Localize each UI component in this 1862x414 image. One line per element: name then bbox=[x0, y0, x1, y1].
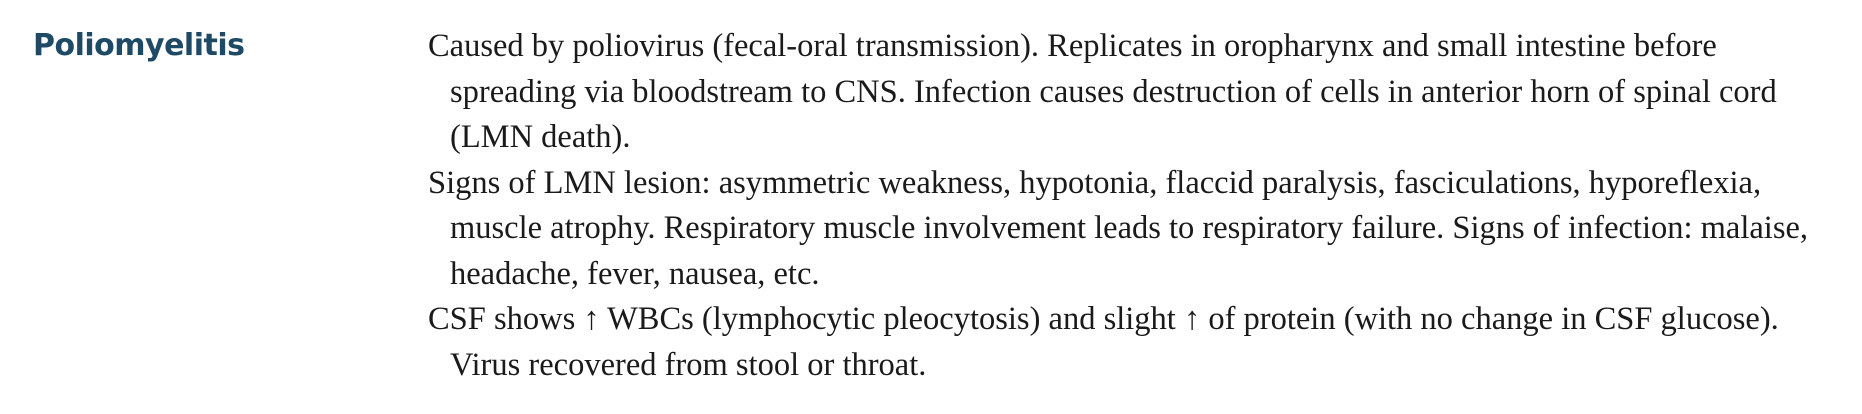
description-block: Caused by poliovirus (fecal-oral transmi… bbox=[428, 24, 1848, 388]
description-paragraph: Caused by poliovirus (fecal-oral transmi… bbox=[428, 28, 1777, 155]
description-paragraph: CSF shows ↑ WBCs (lymphocytic pleocytosi… bbox=[428, 301, 1779, 383]
disease-term: Poliomyelitis bbox=[33, 28, 245, 63]
description-paragraph: Signs of LMN lesion: asymmetric weakness… bbox=[428, 164, 1809, 292]
